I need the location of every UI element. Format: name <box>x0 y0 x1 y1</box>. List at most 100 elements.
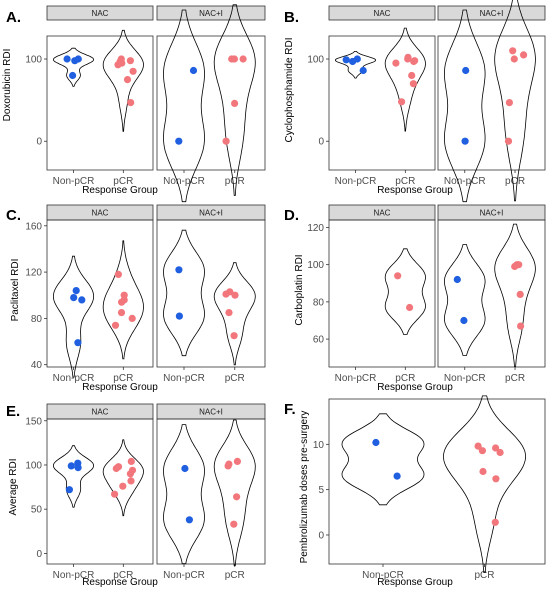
violin-outline <box>341 413 425 506</box>
x-axis-title: Response Group <box>377 577 453 588</box>
data-point <box>410 57 418 66</box>
data-point <box>474 442 482 450</box>
x-axis-title: Response Group <box>377 382 453 393</box>
facet-strip <box>156 5 266 21</box>
data-point <box>117 309 126 317</box>
data-point <box>479 467 487 476</box>
data-point <box>239 55 247 63</box>
data-point <box>114 61 122 69</box>
data-point <box>129 67 137 75</box>
data-point <box>175 266 183 274</box>
y-axis-title: Paclitaxel RDI <box>10 259 21 322</box>
data-point <box>69 71 77 80</box>
x-tick-label: pCR <box>113 373 133 384</box>
facet-NAC: NAC Non-pCR pCR <box>46 204 154 384</box>
data-point <box>342 56 350 64</box>
data-point <box>231 99 239 107</box>
violin-outline <box>163 9 205 203</box>
facet-strip-label: NAC+I <box>199 408 223 417</box>
y-tick-label: 0 <box>36 137 42 148</box>
facet-NAC+I: NAC+I Non-pCR pCR <box>156 204 266 384</box>
panel-border <box>156 219 266 368</box>
x-axis-title: Response Group <box>82 185 158 196</box>
x-tick-label: pCR <box>113 570 133 581</box>
data-point <box>491 518 499 526</box>
data-point <box>126 57 134 65</box>
facet-strip-label: NAC+I <box>199 209 223 218</box>
x-axis-title: Response Group <box>82 577 158 588</box>
facet-strip <box>437 5 546 21</box>
data-point <box>462 66 470 75</box>
data-point <box>509 47 517 55</box>
data-point <box>128 314 136 322</box>
data-point <box>127 477 135 485</box>
data-point <box>504 137 513 145</box>
data-point <box>505 99 513 107</box>
y-tick-label: 150 <box>25 416 42 427</box>
violin-outline <box>335 51 376 79</box>
data-point <box>392 59 400 67</box>
chart-panel-C: C. Paclitaxel RDI Response Group 40 80 120 160… <box>6 204 266 393</box>
x-tick-label: pCR <box>395 176 415 187</box>
data-point <box>511 262 519 271</box>
data-point <box>175 312 183 320</box>
data-point <box>398 98 406 106</box>
x-tick-label: Non-pCR <box>53 570 95 581</box>
panel-border <box>156 35 266 171</box>
data-point <box>119 482 127 490</box>
y-tick-label: 50 <box>31 505 43 516</box>
data-point <box>233 457 241 465</box>
facet-strip-label: NAC+I <box>480 9 504 18</box>
violin-outline <box>52 47 95 87</box>
data-point <box>71 57 79 65</box>
chart-panel-B: B. Cyclophosphamide RDI Response Group 0 100… <box>284 0 546 203</box>
facet-NAC: NAC Non-pCR pCR <box>46 5 154 187</box>
y-tick-label: 60 <box>313 335 325 346</box>
data-point <box>461 137 469 145</box>
data-point <box>404 55 412 63</box>
data-point <box>114 270 122 278</box>
x-tick-label: pCR <box>395 373 415 384</box>
facet-NAC+I: NAC+I Non-pCR pCR <box>437 0 546 203</box>
data-point <box>393 472 401 480</box>
y-tick-label: 120 <box>25 268 42 279</box>
violin-outline <box>102 29 144 132</box>
facet-strip <box>46 5 154 21</box>
violin-outline <box>163 229 205 357</box>
violin-outline <box>443 395 527 573</box>
panel-label: C. <box>6 207 21 224</box>
violin-outline <box>102 439 144 517</box>
data-point <box>225 309 233 317</box>
data-point <box>111 490 119 498</box>
panel-border <box>46 219 154 368</box>
panel-border <box>328 219 436 368</box>
panel-label: A. <box>6 9 21 26</box>
x-tick-label: Non-pCR <box>362 570 404 581</box>
data-point <box>372 438 380 447</box>
facet-NAC: NAC Non-pCR pCR <box>328 5 436 187</box>
y-axis-title: Average RDI <box>8 458 19 515</box>
violin-outline <box>384 27 426 132</box>
data-point <box>127 457 135 465</box>
data-point <box>63 55 71 63</box>
violin-outline <box>52 255 95 378</box>
data-point <box>70 294 78 302</box>
data-point <box>224 462 232 470</box>
y-tick-label: 80 <box>31 314 43 325</box>
facet-strip-label: NAC+I <box>480 209 504 218</box>
data-point <box>520 51 528 59</box>
data-point <box>233 493 241 501</box>
x-tick-label: Non-pCR <box>163 176 205 187</box>
facet-main: Non-pCR pCR <box>328 395 546 581</box>
data-point <box>118 298 126 306</box>
x-tick-label: Non-pCR <box>163 570 205 581</box>
data-point <box>228 55 236 63</box>
panel-label: F. <box>284 401 296 418</box>
data-point <box>230 332 238 340</box>
data-point <box>126 470 134 478</box>
violin-outline <box>384 248 426 335</box>
panel-border <box>437 35 546 171</box>
facet-strip-label: NAC <box>374 209 391 218</box>
